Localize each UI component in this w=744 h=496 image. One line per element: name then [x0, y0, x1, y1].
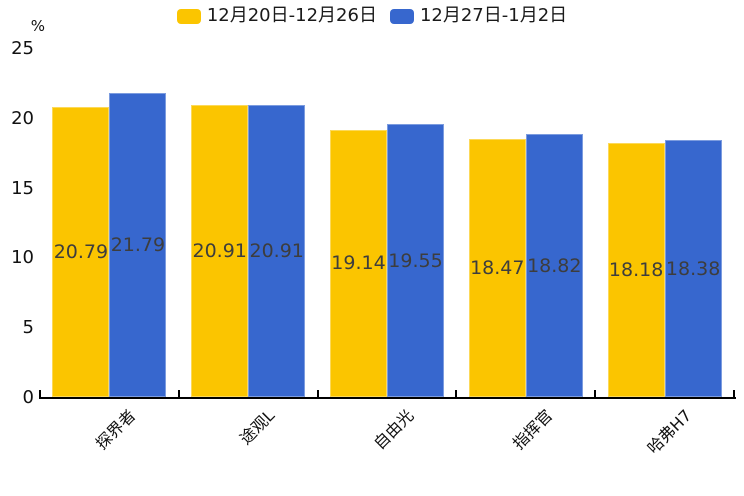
bar-value-label: 18.82 [527, 254, 582, 277]
x-axis-label: 哈弗H7 [643, 405, 695, 458]
bar-value-label: 19.14 [331, 252, 386, 275]
bar-value-label: 18.47 [470, 257, 525, 280]
bar-value-label: 20.79 [53, 240, 109, 263]
x-axis-label: 途观L [236, 405, 279, 449]
bar-series2-group1: 21.79 [109, 92, 167, 397]
y-tick-label: 10 [11, 247, 34, 269]
bar-value-label: 21.79 [110, 233, 166, 256]
bar-series1-group2: 20.91 [191, 105, 249, 397]
bar-series2-group5: 18.38 [664, 140, 722, 397]
bar-series2-group3: 19.55 [387, 124, 444, 397]
x-tick-mark [733, 390, 735, 397]
bar-series1-group4: 18.47 [468, 139, 526, 397]
bar-value-label: 19.55 [388, 249, 443, 272]
legend-label-week2: 12月27日-1月2日 [419, 5, 568, 26]
y-tick-label: 25 [11, 38, 34, 59]
x-axis-label: 自由光 [369, 405, 418, 454]
x-axis-label: 指挥官 [508, 405, 557, 454]
bar-series2-group4: 18.82 [525, 134, 583, 397]
x-tick-mark [316, 390, 319, 397]
x-axis-label: 探界者 [92, 405, 140, 454]
x-tick-mark [39, 390, 41, 397]
legend-swatch-week1-icon [176, 8, 201, 24]
bar-series1-group3: 19.14 [330, 129, 387, 397]
y-tick-label: 20 [11, 107, 34, 129]
bar-value-label: 20.91 [249, 240, 304, 263]
y-tick-label: 5 [22, 317, 34, 339]
y-tick-label: 15 [11, 177, 34, 199]
legend-item-week2[interactable]: 12月27日-1月2日 [389, 5, 568, 26]
bar-series2-group2: 20.91 [248, 105, 306, 397]
bar-value-label: 18.18 [608, 259, 664, 282]
y-tick-label: 0 [22, 387, 34, 408]
bar-series1-group1: 20.79 [52, 106, 110, 397]
legend-swatch-week2-icon [389, 8, 414, 24]
bar-value-label: 18.38 [665, 257, 721, 280]
legend-label-week1: 12月20日-12月26日 [206, 5, 377, 26]
x-tick-mark [177, 390, 180, 397]
y-axis-unit-label: % [30, 17, 45, 35]
bar-value-label: 20.91 [192, 240, 247, 263]
x-axis-line [39, 397, 736, 399]
legend: 12月20日-12月26日 12月27日-1月2日 [0, 7, 744, 25]
x-tick-mark [594, 390, 597, 397]
bar-series1-group5: 18.18 [607, 143, 665, 397]
x-tick-mark [455, 390, 458, 397]
legend-item-week1[interactable]: 12月20日-12月26日 [176, 5, 377, 26]
